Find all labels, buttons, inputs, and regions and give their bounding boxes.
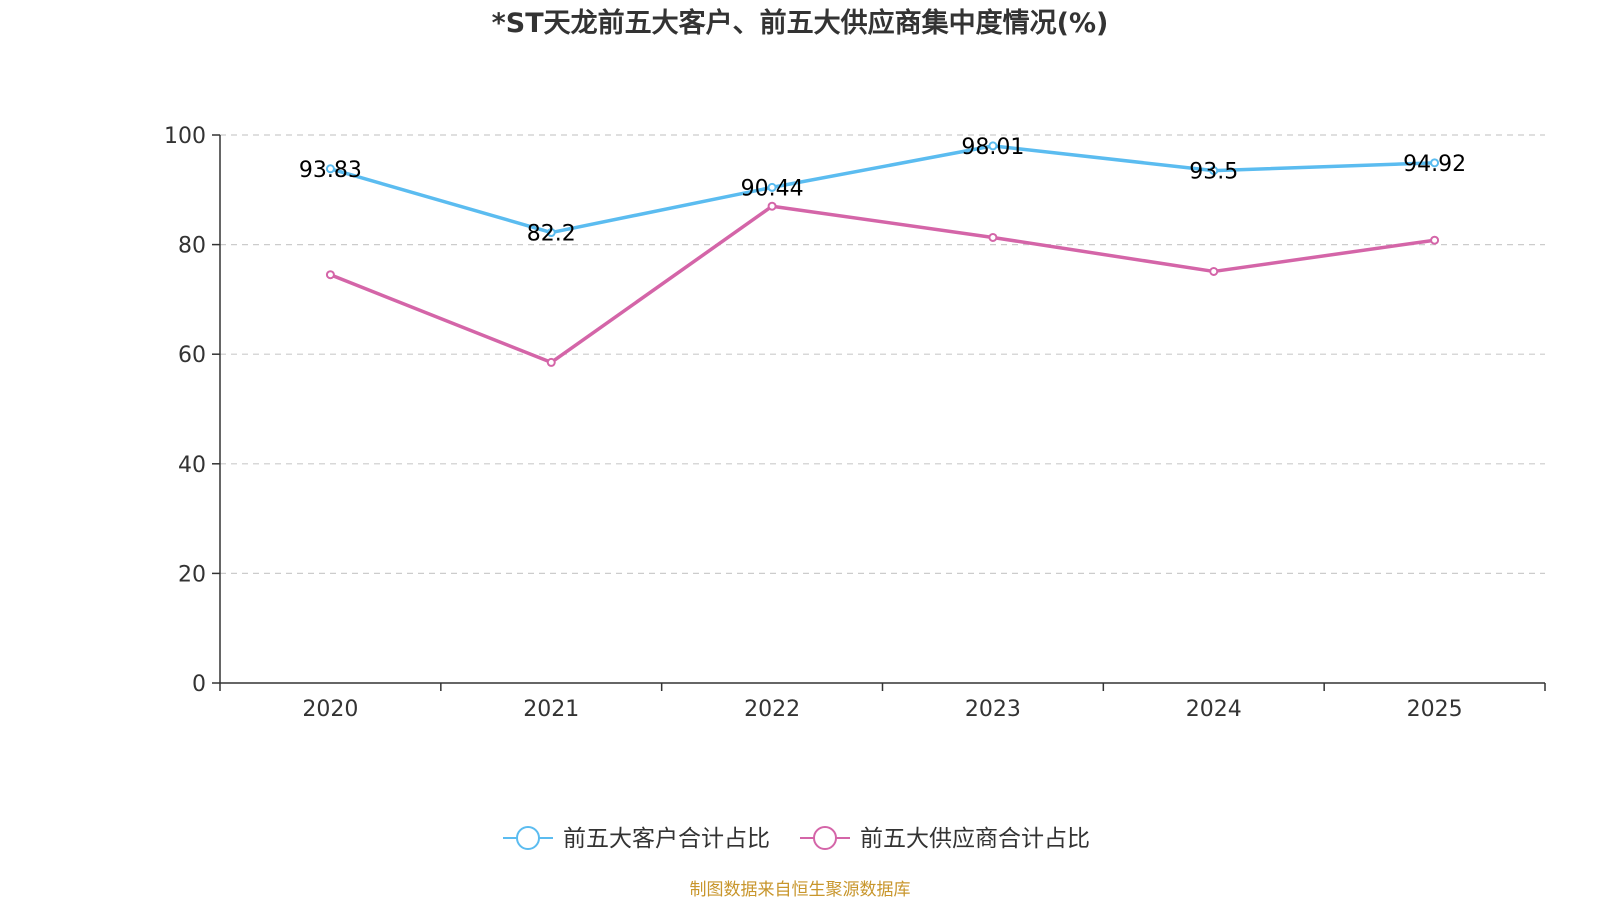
x-tick-label-2020: 2020 xyxy=(302,697,358,722)
x-tick-label-2025: 2025 xyxy=(1407,697,1463,722)
series-0-label-2025: 94.92 xyxy=(1403,152,1466,177)
legend-marker-0 xyxy=(516,826,540,850)
series-0-point-2020 xyxy=(325,164,335,174)
y-tick-label-100: 100 xyxy=(164,124,206,149)
y-tick-label-40: 40 xyxy=(178,453,206,478)
series-0-label-2024: 93.5 xyxy=(1189,160,1238,185)
x-tick-label-2024: 2024 xyxy=(1186,697,1242,722)
y-tick-label-60: 60 xyxy=(178,343,206,368)
legend-item-1: 前五大供应商合计占比 xyxy=(800,826,1090,852)
legend-label-1: 前五大供应商合计占比 xyxy=(860,826,1090,852)
chart-title: *ST天龙前五大客户、前五大供应商集中度情况(%) xyxy=(492,7,1109,39)
series-1-point-2022 xyxy=(767,201,777,211)
x-tick-label-2022: 2022 xyxy=(744,697,800,722)
legend-item-0: 前五大客户合计占比 xyxy=(503,826,770,852)
series-1-point-2024 xyxy=(1209,266,1219,276)
series-0-label-2022: 90.44 xyxy=(741,176,804,201)
y-tick-label-20: 20 xyxy=(178,562,206,587)
x-tick-label-2023: 2023 xyxy=(965,697,1021,722)
series-0-label-2020: 93.83 xyxy=(299,158,362,183)
series-0-point-2025 xyxy=(1430,158,1440,168)
legend-label-0: 前五大客户合计占比 xyxy=(563,826,770,852)
series-1-point-2025 xyxy=(1430,235,1440,245)
series-0-point-2024 xyxy=(1209,166,1219,176)
series-0-point-2021 xyxy=(546,228,556,238)
series-layer xyxy=(325,141,1440,367)
axes: 0 20 40 60 80 100 2020 2021 2022 2023 2024 2025 xyxy=(164,124,1546,722)
source-note: 制图数据来自恒生聚源数据库 xyxy=(690,880,911,900)
series-1-point-2020 xyxy=(325,270,335,280)
series-0-label-2021: 82.2 xyxy=(527,222,576,247)
x-tick-label-2021: 2021 xyxy=(523,697,579,722)
series-line-1 xyxy=(329,204,1435,365)
legend: 前五大客户合计占比 前五大供应商合计占比 xyxy=(503,826,1090,852)
series-line-0 xyxy=(329,144,1435,235)
series-1-point-2021 xyxy=(546,357,556,367)
data-labels: 93.83 82.2 90.44 98.01 93.5 94.92 xyxy=(299,135,1466,247)
series-1-point-2023 xyxy=(988,232,998,242)
series-0-point-2023 xyxy=(988,141,998,151)
legend-marker-1 xyxy=(813,826,837,850)
y-tick-label-0: 0 xyxy=(192,672,206,697)
series-0-point-2022 xyxy=(767,182,777,192)
grid-lines xyxy=(220,134,1545,575)
y-tick-label-80: 80 xyxy=(178,234,206,259)
series-0-label-2023: 98.01 xyxy=(961,135,1024,160)
